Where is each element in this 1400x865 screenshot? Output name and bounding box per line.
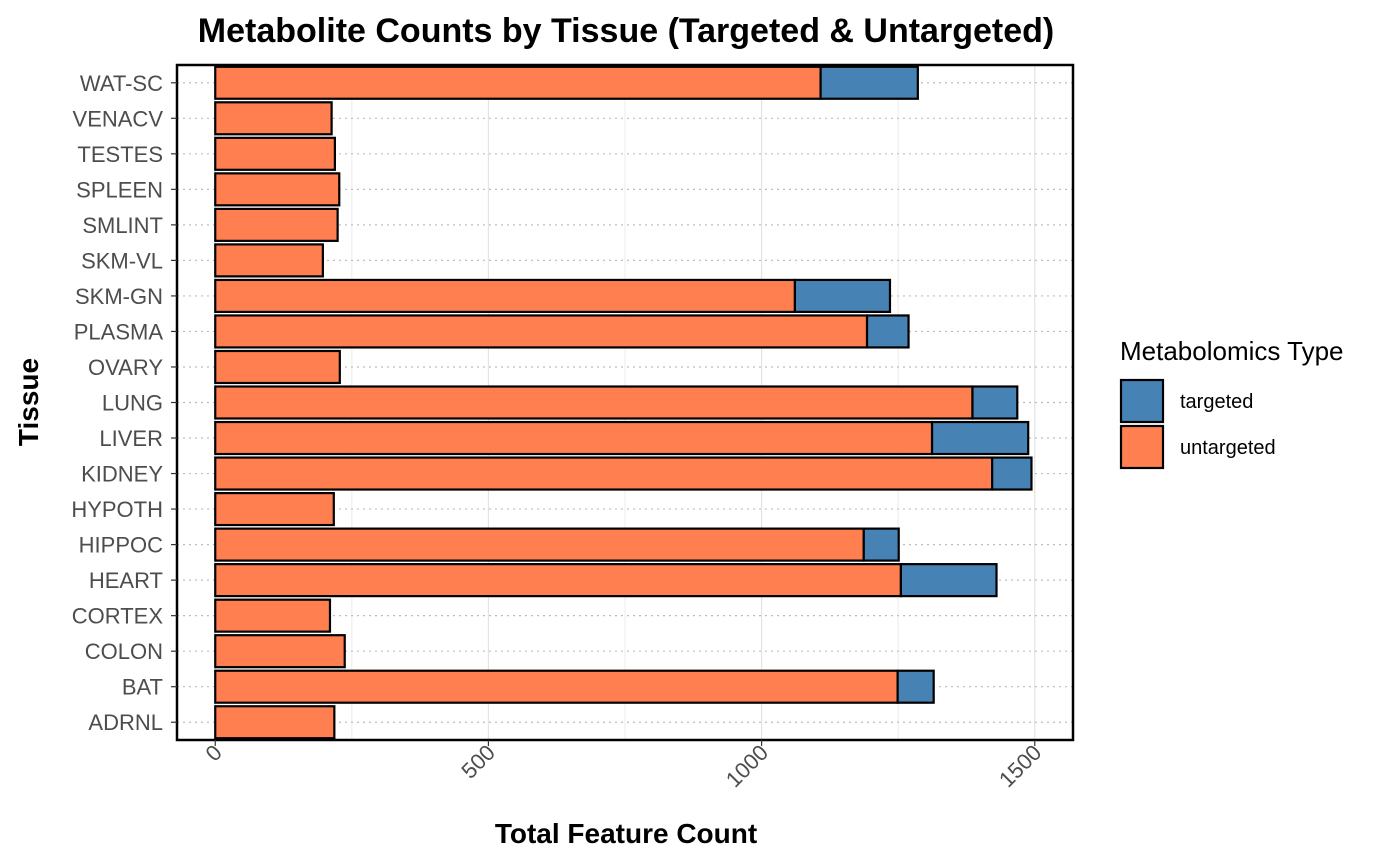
x-axis-ticks: 0 500 1000 1500: [200, 740, 1046, 792]
bar-targeted-liver: [930, 420, 1030, 456]
legend-label-targeted: targeted: [1180, 391, 1253, 413]
y-tick-label: OVARY: [88, 355, 163, 380]
y-tick-label: PLASMA: [74, 319, 164, 344]
y-tick-label: SKM-GN: [75, 284, 163, 309]
bar-untargeted-skm-vl: [214, 243, 324, 278]
bar-untargeted-hypoth: [214, 491, 335, 527]
y-axis-ticks: ADRNL BAT COLON CORTEX HEART HIPPOC HYPOTH KIDN…: [71, 71, 177, 735]
x-tick-label: 1000: [721, 740, 773, 792]
y-tick-label: WAT-SC: [80, 71, 163, 96]
bar-untargeted-plasma: [214, 314, 869, 349]
legend-title: Metabolomics Type: [1120, 336, 1344, 366]
y-tick-label: LUNG: [102, 391, 163, 416]
y-tick-label: SPLEEN: [76, 177, 163, 202]
bar-targeted-plasma: [865, 314, 910, 349]
y-tick-label: SMLINT: [82, 213, 163, 238]
y-tick-label: ADRNL: [88, 710, 163, 735]
y-tick-label: KIDNEY: [81, 462, 163, 487]
bar-targeted-kidney: [991, 456, 1033, 491]
y-tick-label: TESTES: [77, 142, 163, 167]
y-tick-label: CORTEX: [72, 604, 164, 629]
y-tick-label: HEART: [89, 568, 163, 593]
bar-untargeted-heart: [214, 563, 903, 598]
bar-untargeted-adrnl: [214, 705, 336, 740]
bar-untargeted-testes: [214, 136, 336, 171]
bar-untargeted-colon: [214, 634, 346, 669]
y-tick-label: VENACV: [73, 106, 164, 131]
bar-untargeted-lung: [214, 385, 974, 420]
bar-untargeted-bat: [214, 669, 899, 704]
bar-untargeted-smlint: [214, 207, 339, 242]
y-tick-label: HIPPOC: [79, 533, 163, 558]
bar-targeted-lung: [971, 385, 1019, 420]
bar-targeted-wat-sc: [819, 65, 919, 100]
legend-key-untargeted: [1119, 424, 1165, 470]
bar-untargeted-spleen: [214, 172, 341, 207]
legend-label-untargeted: untargeted: [1180, 437, 1276, 459]
x-tick-label: 500: [456, 740, 500, 784]
bar-untargeted-wat-sc: [214, 65, 822, 100]
y-tick-label: BAT: [122, 675, 163, 700]
bar-untargeted-ovary: [214, 349, 341, 385]
bar-targeted-heart: [899, 563, 998, 598]
bar-untargeted-liver: [214, 420, 934, 456]
bar-untargeted-venacv: [214, 101, 333, 136]
y-tick-label: SKM-VL: [81, 248, 163, 273]
bar-untargeted-hippoc: [214, 527, 865, 562]
chart-title: Metabolite Counts by Tissue (Targeted & …: [198, 12, 1054, 50]
x-tick-label: 0: [200, 740, 226, 766]
y-tick-label: LIVER: [99, 426, 163, 451]
legend-key-targeted: [1119, 378, 1165, 424]
y-axis-title: Tissue: [13, 358, 44, 446]
bar-targeted-bat: [896, 669, 935, 704]
bar-untargeted-skm-gn: [214, 278, 797, 314]
bars: [214, 65, 1033, 740]
bar-targeted-hippoc: [862, 527, 900, 562]
legend: Metabolomics Type targeted untargeted: [1119, 336, 1344, 470]
bar-untargeted-kidney: [214, 456, 994, 491]
x-tick-label: 1500: [994, 740, 1046, 792]
x-axis-title: Total Feature Count: [495, 818, 757, 849]
bar-untargeted-cortex: [214, 598, 332, 633]
y-tick-label: HYPOTH: [71, 497, 163, 522]
y-tick-label: COLON: [85, 639, 163, 664]
bar-targeted-skm-gn: [793, 278, 892, 314]
